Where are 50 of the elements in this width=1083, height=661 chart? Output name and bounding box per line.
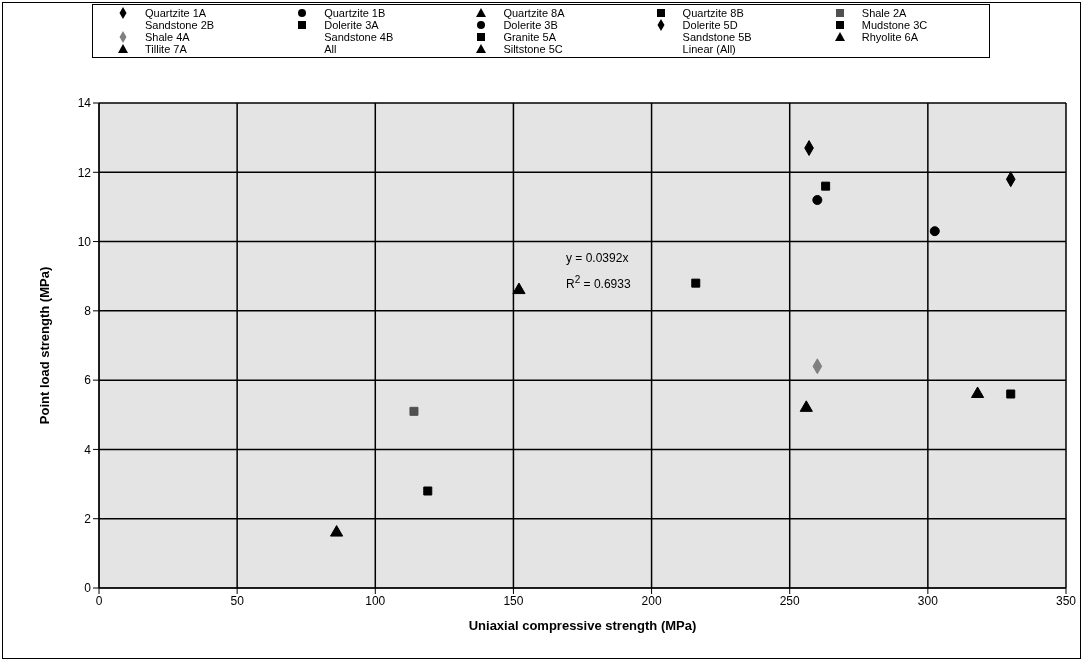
annotation: y = 0.0392x [566, 251, 629, 265]
y-tick-label: 8 [84, 304, 92, 319]
point [409, 406, 419, 416]
y-tick-label: 14 [77, 96, 92, 111]
legend-label: Sandstone 2B [145, 19, 215, 31]
point [330, 525, 344, 537]
point [423, 486, 433, 496]
point [821, 181, 831, 191]
y-axis-title: Point load strength (MPa) [36, 266, 52, 425]
legend-label: Quartzite 8B [682, 7, 744, 19]
x-tick-label: 0 [95, 593, 103, 608]
point [929, 226, 940, 237]
x-tick-label: 50 [230, 593, 245, 608]
legend-label: Sandstone 5B [682, 31, 752, 43]
legend-label: Granite 5A [503, 31, 556, 43]
x-tick-label: 300 [917, 593, 939, 608]
annotation: R$^{2}$ = 0.6933 [566, 274, 631, 291]
legend-label: Shale 2A [861, 7, 907, 19]
legend-label: Sandstone 4B [324, 31, 394, 43]
x-tick-label: 150 [503, 593, 524, 608]
legend-label: Linear (All) [682, 43, 736, 55]
y-tick-label: 0 [84, 581, 92, 596]
x-tick-label: 350 [1055, 593, 1077, 608]
y-tick-label: 12 [77, 165, 92, 180]
x-tick-label: 200 [641, 593, 662, 608]
legend-label: Siltstone 5C [503, 43, 563, 55]
point [512, 282, 526, 295]
legend-label: All [324, 43, 337, 55]
x-axis-title: Uniaxial compressive strength (MPa) [468, 618, 697, 633]
legend-label: Tillite 7A [145, 43, 187, 55]
point [799, 400, 813, 412]
y-tick-label: 4 [84, 442, 92, 457]
y-tick-label: 10 [77, 234, 92, 249]
y-tick-label: 2 [84, 511, 92, 526]
x-tick-label: 250 [779, 593, 801, 608]
legend-label: Dolerite 5D [682, 19, 738, 31]
legend-label: Mudstone 3C [861, 19, 928, 31]
legend-label: Quartzite 1B [324, 7, 386, 19]
point [1006, 389, 1016, 399]
legend-label: Dolerite 3A [324, 19, 379, 31]
point [812, 194, 823, 206]
legend-label: Dolerite 3B [503, 19, 558, 31]
legend-label: Quartzite 1A [145, 7, 207, 19]
legend-label: Rhyolite 6A [861, 31, 919, 43]
point [971, 386, 985, 399]
y-tick-label: 6 [84, 373, 92, 388]
point [691, 278, 701, 288]
legend-label: Shale 4A [145, 31, 190, 43]
legend-label: Quartzite 8A [503, 7, 565, 19]
x-tick-label: 100 [365, 593, 386, 608]
